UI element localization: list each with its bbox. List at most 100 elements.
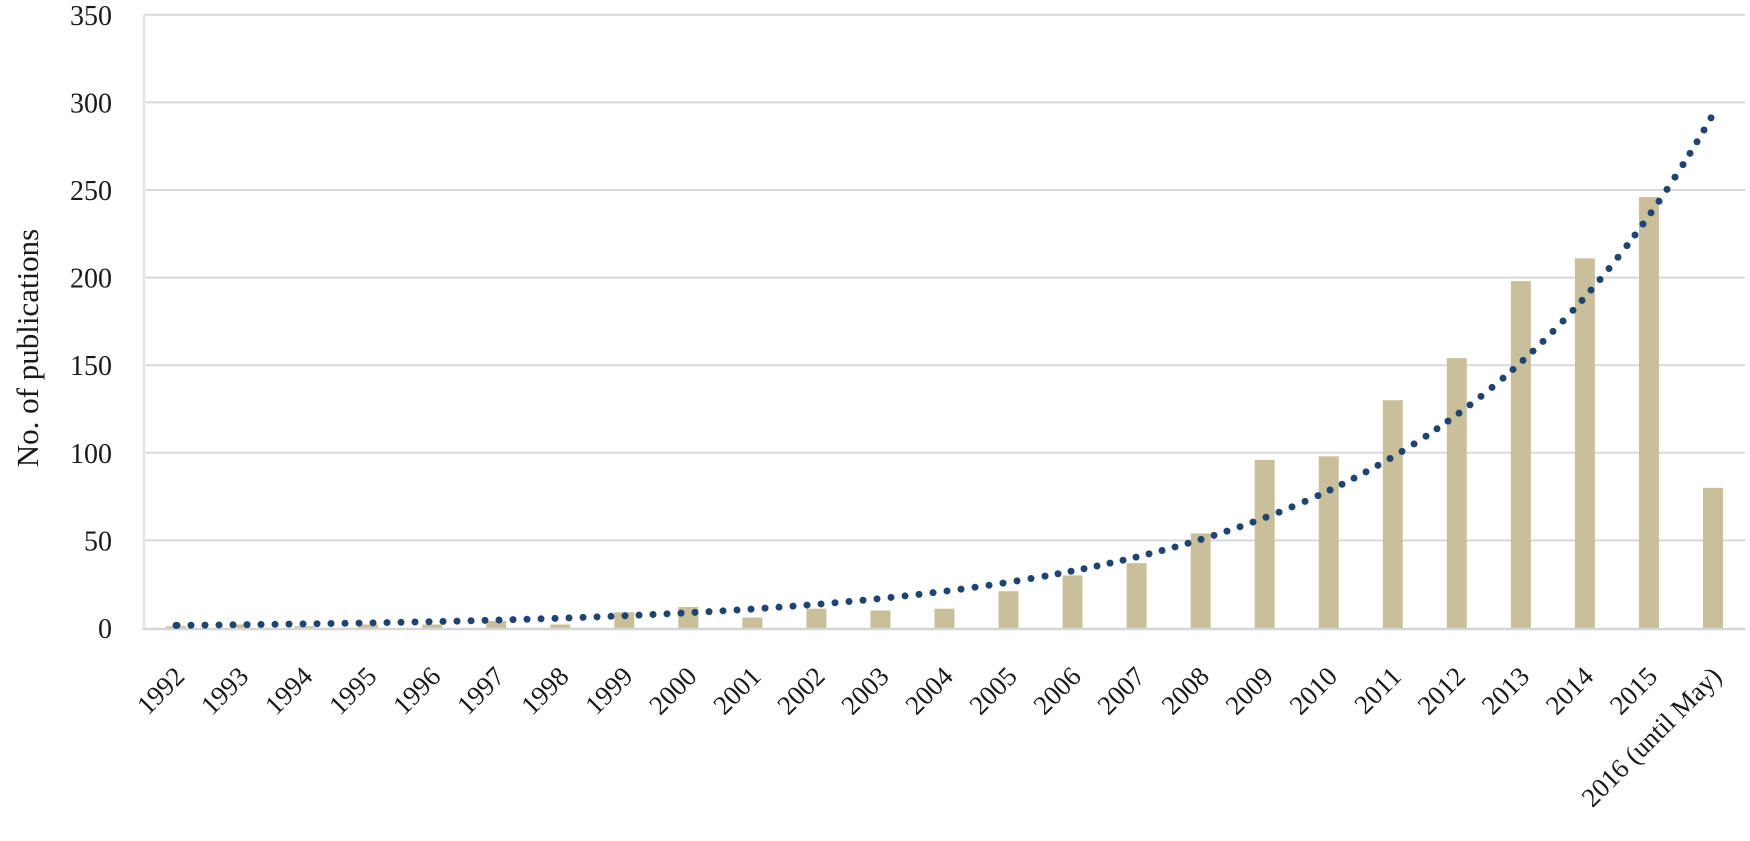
- trend-dot: [789, 602, 797, 610]
- trend-dot: [1338, 480, 1346, 488]
- trend-dot: [1374, 461, 1382, 469]
- trend-dot: [1655, 197, 1663, 205]
- trend-dot: [1444, 417, 1452, 425]
- bar-2014: [1574, 258, 1595, 628]
- trend-dot: [1509, 365, 1517, 373]
- trend-dot: [201, 621, 209, 629]
- bar-2011: [1382, 400, 1403, 628]
- bar-2006: [1062, 575, 1083, 628]
- axes-group: [142, 14, 1745, 631]
- trend-dot: [1171, 543, 1179, 551]
- trend-dot: [1314, 492, 1322, 500]
- bar-2016 (until May): [1702, 487, 1723, 628]
- bar-2008: [1190, 533, 1211, 628]
- bar-2010: [1318, 456, 1339, 628]
- trend-dot: [1623, 242, 1631, 250]
- trend-dot: [1647, 209, 1655, 217]
- x-tick-label-1994: 1994: [259, 661, 319, 721]
- x-tick-label-2003: 2003: [835, 661, 894, 720]
- trend-dot: [985, 581, 993, 589]
- trend-dot: [1686, 149, 1694, 157]
- y-axis-title: No. of publications: [10, 229, 45, 468]
- trend-dot: [229, 621, 237, 629]
- y-tick-label-100: 100: [70, 439, 112, 470]
- trend-dot: [1013, 577, 1021, 585]
- trend-dot: [509, 616, 517, 624]
- trend-dot: [1362, 468, 1370, 476]
- x-tick-label-2001: 2001: [707, 661, 766, 720]
- y-tick-label-300: 300: [70, 88, 112, 119]
- trend-dot: [593, 613, 601, 621]
- trend-dot: [1410, 440, 1418, 448]
- bar-1997: [486, 620, 507, 628]
- trend-dot: [1041, 572, 1049, 580]
- bar-1993: [230, 624, 251, 628]
- trend-dot: [1027, 575, 1035, 583]
- x-tick-label-2014: 2014: [1540, 661, 1600, 721]
- trend-dot: [243, 621, 251, 629]
- y-tick-label-0: 0: [98, 614, 112, 645]
- bar-2015: [1638, 197, 1659, 628]
- trend-dot: [1663, 185, 1671, 193]
- trend-dot: [915, 590, 923, 598]
- x-tick-label-1997: 1997: [451, 661, 510, 720]
- trend-dot: [453, 617, 461, 625]
- bar-1998: [550, 624, 571, 628]
- y-axis-tick-labels: 0 50 100 150 200 250 300 350: [70, 1, 112, 645]
- x-tick-label-2011: 2011: [1348, 661, 1407, 720]
- trend-dot: [1132, 553, 1140, 561]
- trend-dot: [1477, 392, 1485, 400]
- bars-group: [166, 197, 1723, 628]
- y-tick-label-350: 350: [70, 1, 112, 32]
- x-axis-tick-labels: 1992 1993 1994 1995 1996 1997 1998 1999 2000 2001…: [131, 661, 1727, 813]
- trend-dot: [1386, 454, 1394, 462]
- trend-dot: [1539, 337, 1547, 345]
- bar-2003: [870, 610, 891, 628]
- bar-2012: [1446, 358, 1467, 628]
- trend-dot: [1210, 531, 1218, 539]
- trend-dot: [929, 589, 937, 597]
- trend-dot: [1693, 138, 1701, 146]
- trend-dot: [971, 583, 979, 591]
- trend-dot: [1422, 432, 1430, 440]
- trend-dot: [551, 614, 559, 622]
- x-tick-label-2012: 2012: [1412, 661, 1471, 720]
- trend-dot: [1631, 231, 1639, 239]
- trend-dot: [1605, 265, 1613, 273]
- trend-dot: [1350, 474, 1358, 482]
- trend-dot: [1093, 562, 1101, 570]
- bar-2002: [806, 608, 827, 628]
- x-tick-label-2002: 2002: [771, 661, 830, 720]
- y-tick-label-200: 200: [70, 264, 112, 295]
- trend-dot: [1559, 317, 1567, 325]
- trend-dot: [1398, 447, 1406, 455]
- bar-2009: [1254, 459, 1275, 628]
- trend-dot: [467, 617, 475, 625]
- trend-dot: [397, 618, 405, 626]
- trend-dot: [887, 593, 895, 601]
- bar-2004: [934, 608, 955, 628]
- trend-dot: [635, 611, 643, 619]
- trend-dot: [1529, 347, 1537, 355]
- trend-dot: [705, 608, 713, 616]
- trend-dot: [439, 617, 447, 625]
- trend-dot: [1549, 327, 1557, 335]
- trend-dot: [1455, 409, 1463, 417]
- trend-dot: [1707, 114, 1715, 122]
- trend-dot: [775, 603, 783, 611]
- trend-dot: [803, 601, 811, 609]
- trend-dot: [1301, 497, 1309, 505]
- y-tick-label-250: 250: [70, 176, 112, 207]
- trend-dot: [369, 619, 377, 627]
- trend-dot: [173, 621, 181, 629]
- bar-2001: [742, 617, 763, 628]
- trend-dot: [1067, 567, 1075, 575]
- trend-dot: [1145, 550, 1153, 558]
- trend-dot: [733, 606, 741, 614]
- trend-dot: [691, 608, 699, 616]
- bar-2013: [1510, 281, 1531, 628]
- trend-dot: [257, 620, 265, 628]
- trend-dot: [859, 596, 867, 604]
